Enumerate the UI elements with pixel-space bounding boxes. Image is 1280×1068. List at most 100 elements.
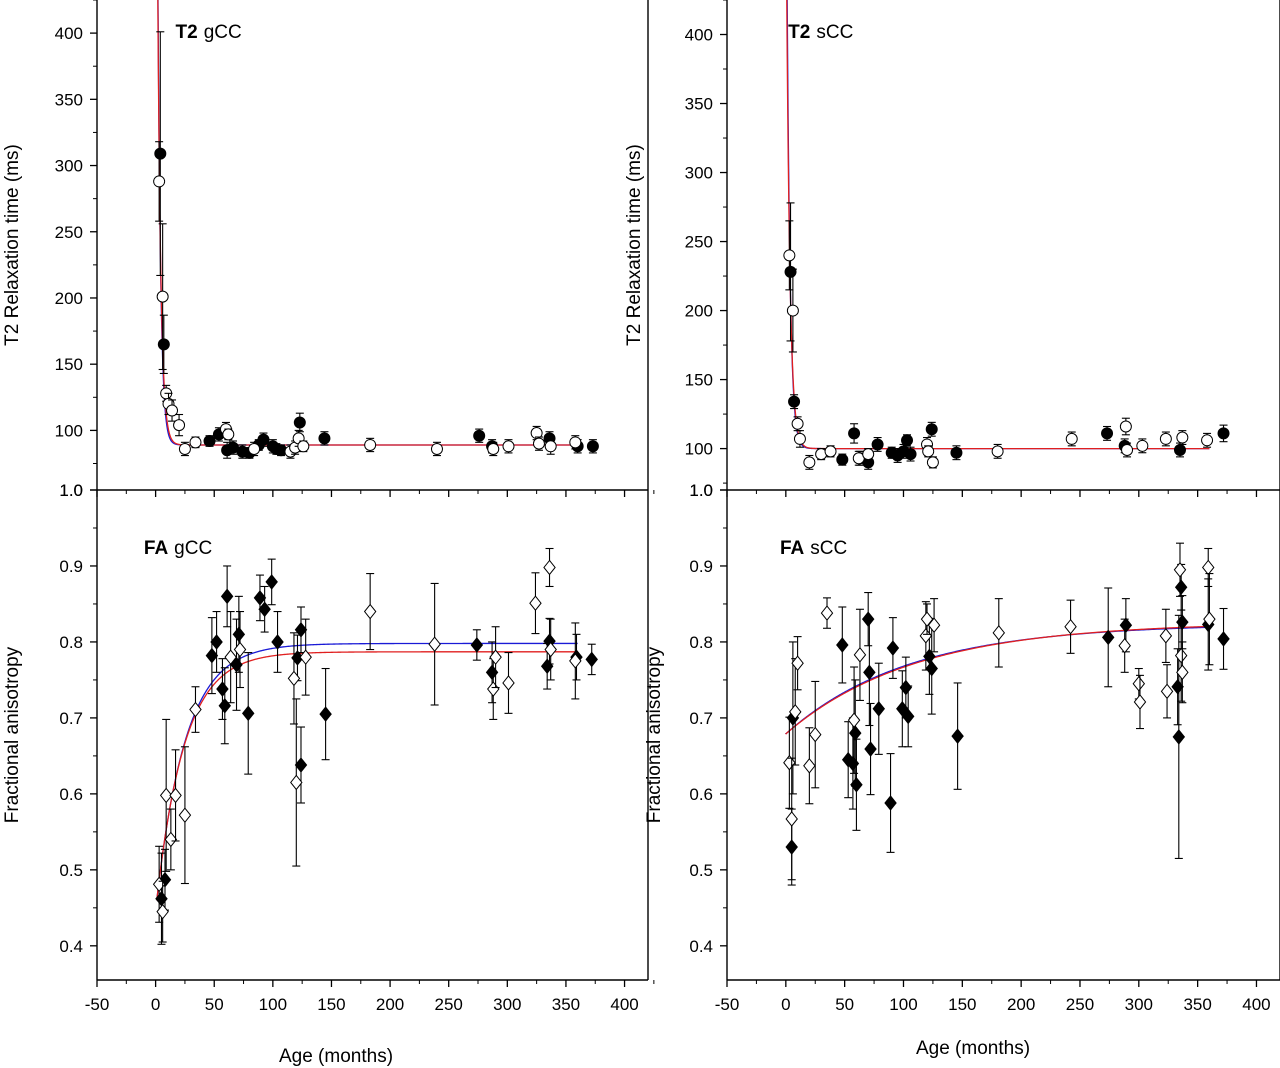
open-series	[152, 547, 582, 943]
open-series	[153, 141, 582, 459]
data-point	[502, 675, 515, 691]
blue-fit-line	[157, 0, 578, 446]
data-point	[836, 637, 849, 653]
x-axis-label-left: Age (months)	[279, 1046, 393, 1067]
data-point	[220, 588, 234, 605]
data-point	[904, 448, 917, 461]
data-point	[849, 725, 862, 741]
data-point	[899, 679, 913, 696]
data-point	[156, 290, 169, 303]
data-point	[189, 436, 202, 449]
x-tick-label: 100	[889, 995, 917, 1014]
data-point	[569, 436, 582, 449]
data-point	[1201, 559, 1215, 576]
y-tick-label: 300	[55, 157, 83, 176]
data-point	[532, 437, 545, 450]
data-point	[1159, 628, 1173, 644]
data-point	[820, 605, 834, 621]
data-point	[205, 647, 219, 664]
data-point	[203, 435, 216, 447]
y-tick-label: 0.7	[689, 709, 713, 728]
data-point	[1132, 675, 1146, 692]
x-tick-label: 0	[781, 995, 790, 1014]
fit-curves	[157, 0, 578, 446]
y-tick-label: 100	[55, 421, 83, 440]
data-point	[1172, 729, 1186, 745]
data-point	[299, 649, 312, 665]
data-point	[1136, 439, 1149, 452]
open-series	[783, 220, 1214, 470]
data-point	[428, 636, 441, 653]
data-point	[1203, 611, 1216, 627]
data-point	[487, 442, 500, 455]
data-point	[178, 442, 191, 455]
data-point	[919, 628, 933, 644]
data-point	[783, 754, 796, 771]
data-point	[159, 787, 173, 804]
data-point	[803, 456, 816, 469]
data-point	[925, 660, 938, 677]
data-point	[1121, 443, 1134, 456]
data-point	[178, 807, 192, 823]
y-tick-label: 0.5	[59, 861, 83, 880]
panel-title: FA gCC	[144, 538, 212, 559]
y-tick-label: 150	[685, 371, 713, 390]
data-point	[863, 664, 876, 681]
panel-title-bold: FA	[144, 538, 169, 559]
data-point	[884, 795, 897, 811]
t2-scc-panel: 400 350 300 250 200 150 100 1.0 T2 Relaxation ti…	[624, 0, 1280, 500]
y-tick-label: 400	[685, 26, 713, 45]
data-point	[253, 590, 267, 606]
x-tick-label: -50	[715, 995, 740, 1014]
panel-title: T2 sCC	[788, 22, 853, 43]
data-point	[789, 704, 802, 720]
data-point	[216, 681, 229, 697]
y-tick-label: 0.6	[59, 785, 83, 804]
red-fit-line	[156, 651, 578, 901]
fa-gcc-panel: 1.0 0.9 0.8 0.7 0.6 0.5 0.4 -50 0 50 100 150 200 250 3…	[2, 481, 655, 1014]
data-point	[784, 265, 797, 278]
data-point	[1174, 647, 1188, 664]
data-point	[543, 559, 556, 576]
data-point	[430, 442, 443, 455]
data-point	[248, 442, 261, 455]
data-point	[189, 701, 202, 718]
x-tick-label: 0	[151, 995, 160, 1014]
data-point	[872, 700, 886, 717]
filled-series	[154, 31, 599, 459]
x-tick-label: 400	[1242, 995, 1270, 1014]
data-point	[1173, 561, 1187, 578]
data-point	[364, 438, 377, 451]
data-point	[951, 728, 964, 744]
data-point	[1101, 427, 1114, 440]
data-point	[1065, 432, 1078, 445]
data-point	[1176, 431, 1189, 444]
x-tick-label: 350	[552, 995, 580, 1014]
data-point	[232, 626, 246, 643]
y-tick-label: 0.9	[689, 557, 713, 576]
data-point	[294, 757, 308, 773]
data-point	[1159, 432, 1172, 445]
data-point	[157, 338, 170, 351]
data-point	[473, 429, 486, 442]
data-point	[258, 601, 271, 618]
blue-fit-line	[786, 0, 1210, 450]
data-point	[1217, 427, 1230, 440]
data-point	[871, 438, 884, 451]
x-tick-label: 50	[835, 995, 854, 1014]
y-tick-label: 300	[685, 164, 713, 183]
panel-title-region: gCC	[174, 538, 212, 559]
fa-scc-panel: 1.0 0.9 0.8 0.7 0.6 0.5 0.4 -50 0 50 100 150 200 250 3…	[644, 481, 1280, 1014]
data-point	[257, 433, 270, 446]
data-point	[569, 653, 582, 669]
data-point	[1217, 631, 1230, 647]
data-point	[992, 625, 1006, 641]
x-tick-label: 200	[1007, 995, 1035, 1014]
data-point	[222, 428, 235, 441]
data-point	[487, 681, 500, 697]
data-point	[169, 787, 182, 804]
data-point	[319, 706, 332, 722]
data-point	[1119, 617, 1133, 634]
data-point	[271, 634, 284, 650]
